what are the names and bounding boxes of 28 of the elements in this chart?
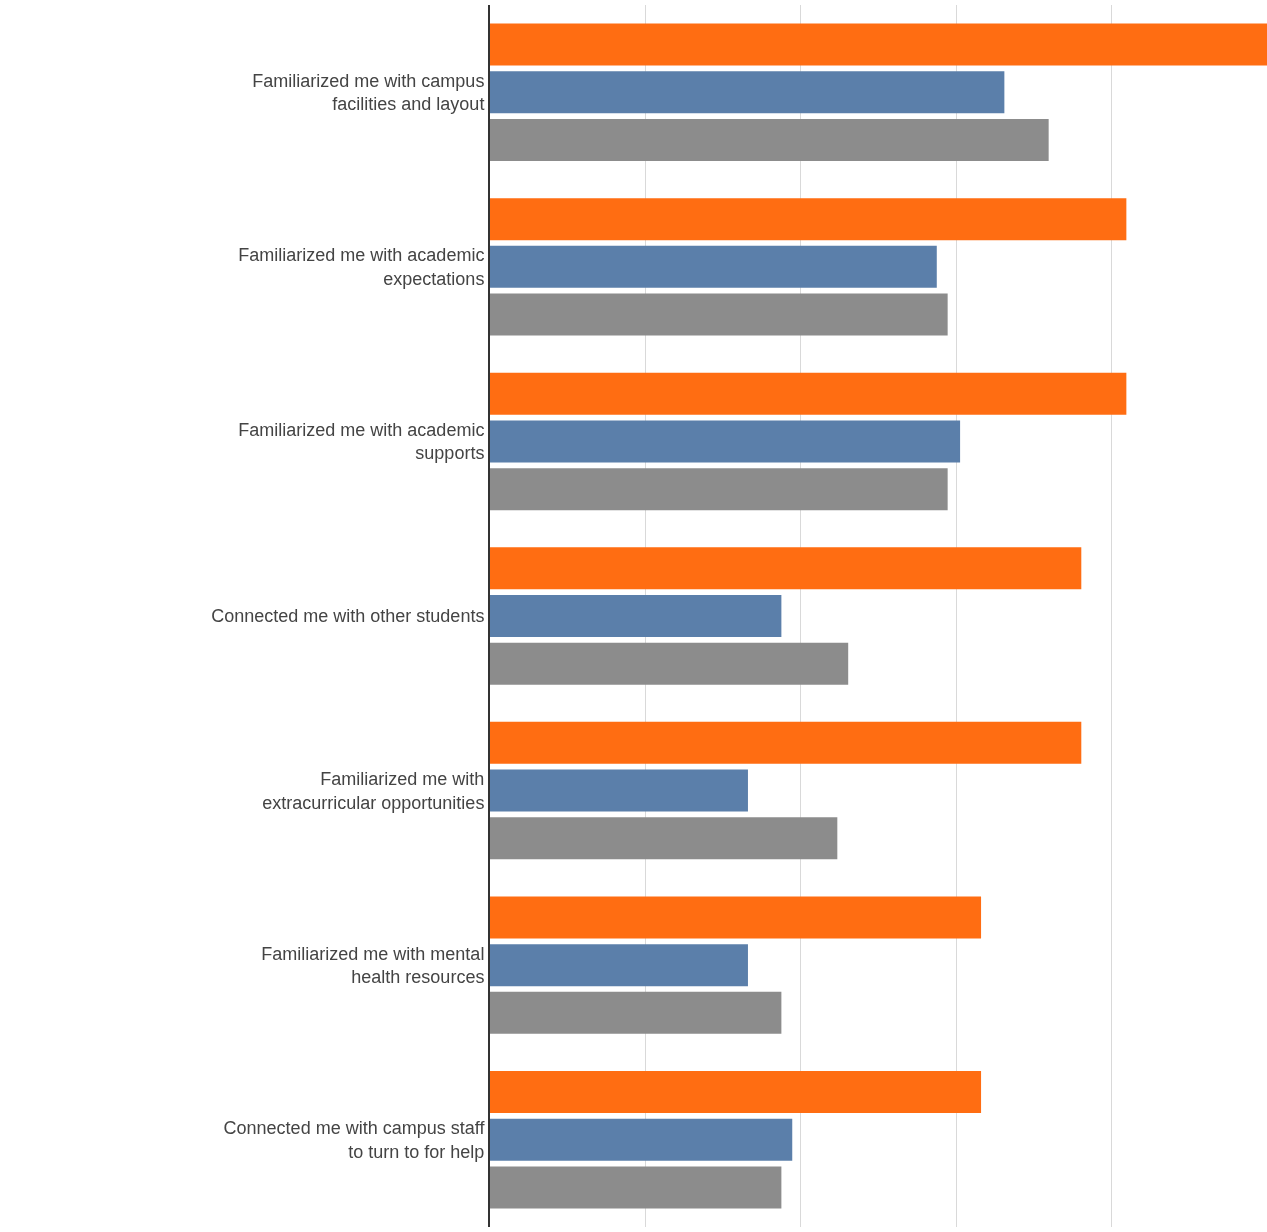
y-tick-label: Connected me with campus staff to turn to for help [223,1118,486,1162]
y-tick-label: Familiarized me with campus facilities and layout [252,70,485,115]
bar [490,23,1267,66]
bar [490,293,948,336]
bar [490,769,748,812]
y-tick-label: Familiarized me with mental health resources [261,943,485,988]
y-tick-label: Familiarized me with academic supports [238,420,485,464]
bar [490,198,1127,241]
bar [490,245,937,288]
y-tick-label: Familiarized me with extracurricular opportunities [262,769,485,813]
bar [490,1166,782,1209]
y-tick-label: Familiarized me with academic expectations [238,245,485,289]
bar [490,896,982,939]
bar [490,420,961,463]
bar [490,1071,982,1113]
bar [490,71,1005,114]
bar [490,817,838,860]
bar [490,944,748,987]
bar [490,547,1082,590]
bar [490,1118,793,1161]
bar [490,372,1127,415]
bar [490,721,1082,764]
bar [490,595,782,637]
bar [490,468,948,511]
bar [490,642,849,685]
bar [490,991,782,1034]
y-tick-label: Connected me with other students [211,606,485,627]
bar [490,119,1049,161]
